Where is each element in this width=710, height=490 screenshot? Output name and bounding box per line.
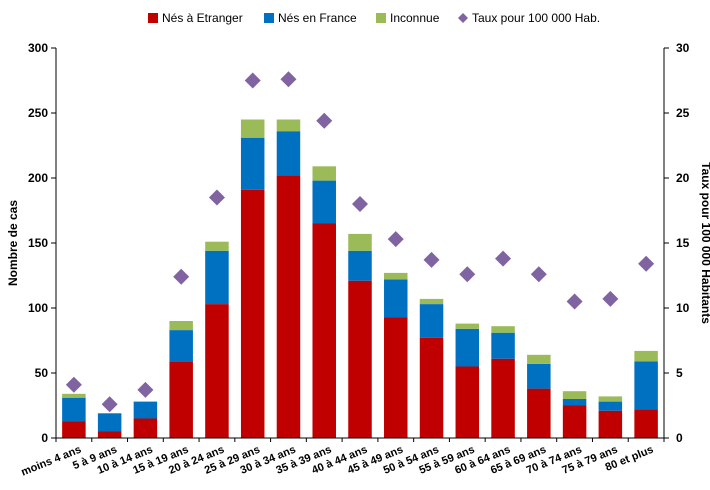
bar-segment-s1-0 (62, 397, 86, 422)
y2-tick-label-2: 10 (676, 301, 690, 315)
bar-segment-s1-9 (384, 279, 408, 318)
bar-segment-s2-16 (634, 350, 658, 362)
rate-point-16 (638, 255, 655, 272)
bar-segment-s0-4 (205, 304, 229, 438)
y2-axis-title: Taux pour 100 000 Habitants (699, 162, 710, 324)
bar-segment-s2-6 (276, 119, 301, 132)
legend-swatch-2 (376, 13, 386, 23)
bar-segment-s1-6 (276, 131, 301, 176)
rate-point-8 (352, 196, 368, 212)
rate-point-11 (459, 266, 476, 283)
bar-segment-s0-7 (312, 223, 336, 438)
rate-point-10 (423, 251, 440, 268)
bar-segment-s0-5 (240, 189, 265, 438)
rate-point-6 (280, 71, 297, 88)
y-tick-label-5: 250 (28, 106, 48, 120)
rate-point-0 (65, 376, 82, 393)
bar-segment-s1-14 (562, 399, 587, 406)
rate-point-9 (387, 231, 404, 248)
bar-segment-s0-14 (562, 405, 587, 438)
y2-tick-label-3: 15 (676, 236, 690, 250)
bar-segment-s0-15 (598, 410, 623, 438)
legend: Nés à Etranger Nés en France Inconnue Taux … (148, 11, 600, 25)
bar-segment-s1-5 (240, 137, 265, 190)
rate-point-15 (602, 290, 619, 307)
bar-segment-s2-3 (169, 321, 193, 331)
bar-segment-s1-4 (205, 250, 229, 305)
bar-segment-s0-11 (455, 366, 480, 438)
bar-segment-s1-3 (169, 330, 193, 362)
bar-segment-s1-2 (133, 401, 158, 419)
rate-point-1 (101, 396, 118, 413)
bars (62, 119, 658, 438)
bar-segment-s0-8 (348, 280, 372, 438)
legend-swatch-0 (148, 13, 158, 23)
bar-segment-s0-0 (62, 421, 86, 438)
y-axis-title: Nombre de cas (6, 200, 20, 286)
bar-segment-s0-16 (634, 409, 658, 438)
legend-label-0: Nés à Etranger (162, 11, 243, 25)
bar-segment-s2-0 (62, 393, 86, 398)
rate-point-14 (566, 293, 583, 310)
bar-segment-s0-9 (384, 317, 408, 438)
legend-label-1: Nés en France (278, 11, 357, 25)
bar-segment-s2-4 (205, 241, 229, 251)
bar-segment-s1-11 (455, 328, 480, 367)
legend-label-2: Inconnue (390, 11, 440, 25)
bar-segment-s1-13 (527, 363, 551, 389)
bar-segment-s2-10 (419, 298, 444, 305)
rate-point-12 (495, 250, 512, 267)
bar-segment-s1-8 (348, 250, 372, 281)
bar-segment-s0-6 (276, 175, 301, 438)
rate-point-13 (530, 266, 547, 283)
bar-segment-s0-10 (419, 337, 444, 438)
y2-tick-label-5: 25 (676, 106, 690, 120)
bar-segment-s2-13 (527, 354, 551, 364)
y-tick-label-2: 100 (28, 301, 48, 315)
bar-segment-s2-5 (240, 119, 265, 138)
y2-tick-label-1: 5 (676, 366, 683, 380)
legend-swatch-1 (264, 13, 274, 23)
bar-segment-s0-1 (97, 431, 122, 438)
rate-point-2 (137, 381, 154, 398)
bar-segment-s1-1 (97, 413, 122, 432)
y2-tick-label-6: 30 (676, 41, 690, 55)
bar-segment-s0-12 (491, 358, 515, 438)
bar-segment-s0-3 (169, 361, 193, 438)
y-tick-label-3: 150 (28, 236, 48, 250)
y-tick-label-1: 50 (35, 366, 49, 380)
bar-segment-s1-10 (419, 304, 444, 338)
bar-segment-s1-15 (598, 401, 623, 411)
rate-point-4 (208, 189, 225, 206)
bar-segment-s2-15 (598, 396, 623, 402)
rate-point-5 (244, 72, 261, 89)
bar-segment-s1-16 (634, 361, 658, 410)
bar-segment-s2-8 (348, 233, 372, 251)
bar-segment-s2-7 (312, 166, 336, 181)
legend-marker-3 (458, 13, 468, 23)
bar-segment-s1-12 (491, 332, 515, 359)
y2-tick-label-0: 0 (676, 431, 683, 445)
y-tick-label-6: 300 (28, 41, 48, 55)
bar-segment-s2-14 (562, 391, 587, 399)
rate-point-7 (316, 112, 333, 129)
bar-segment-s0-13 (527, 388, 551, 438)
y2-tick-label-4: 20 (676, 171, 690, 185)
bar-segment-s2-11 (455, 323, 480, 329)
y-tick-label-4: 200 (28, 171, 48, 185)
rate-point-3 (173, 268, 190, 285)
bar-segment-s0-2 (133, 418, 158, 438)
bar-segment-s1-7 (312, 180, 336, 224)
rate-points (65, 71, 655, 413)
y-tick-label-0: 0 (41, 431, 48, 445)
bar-segment-s2-9 (384, 272, 408, 280)
legend-label-3: Taux pour 100 000 Hab. (472, 11, 600, 25)
bar-segment-s2-12 (491, 326, 515, 333)
